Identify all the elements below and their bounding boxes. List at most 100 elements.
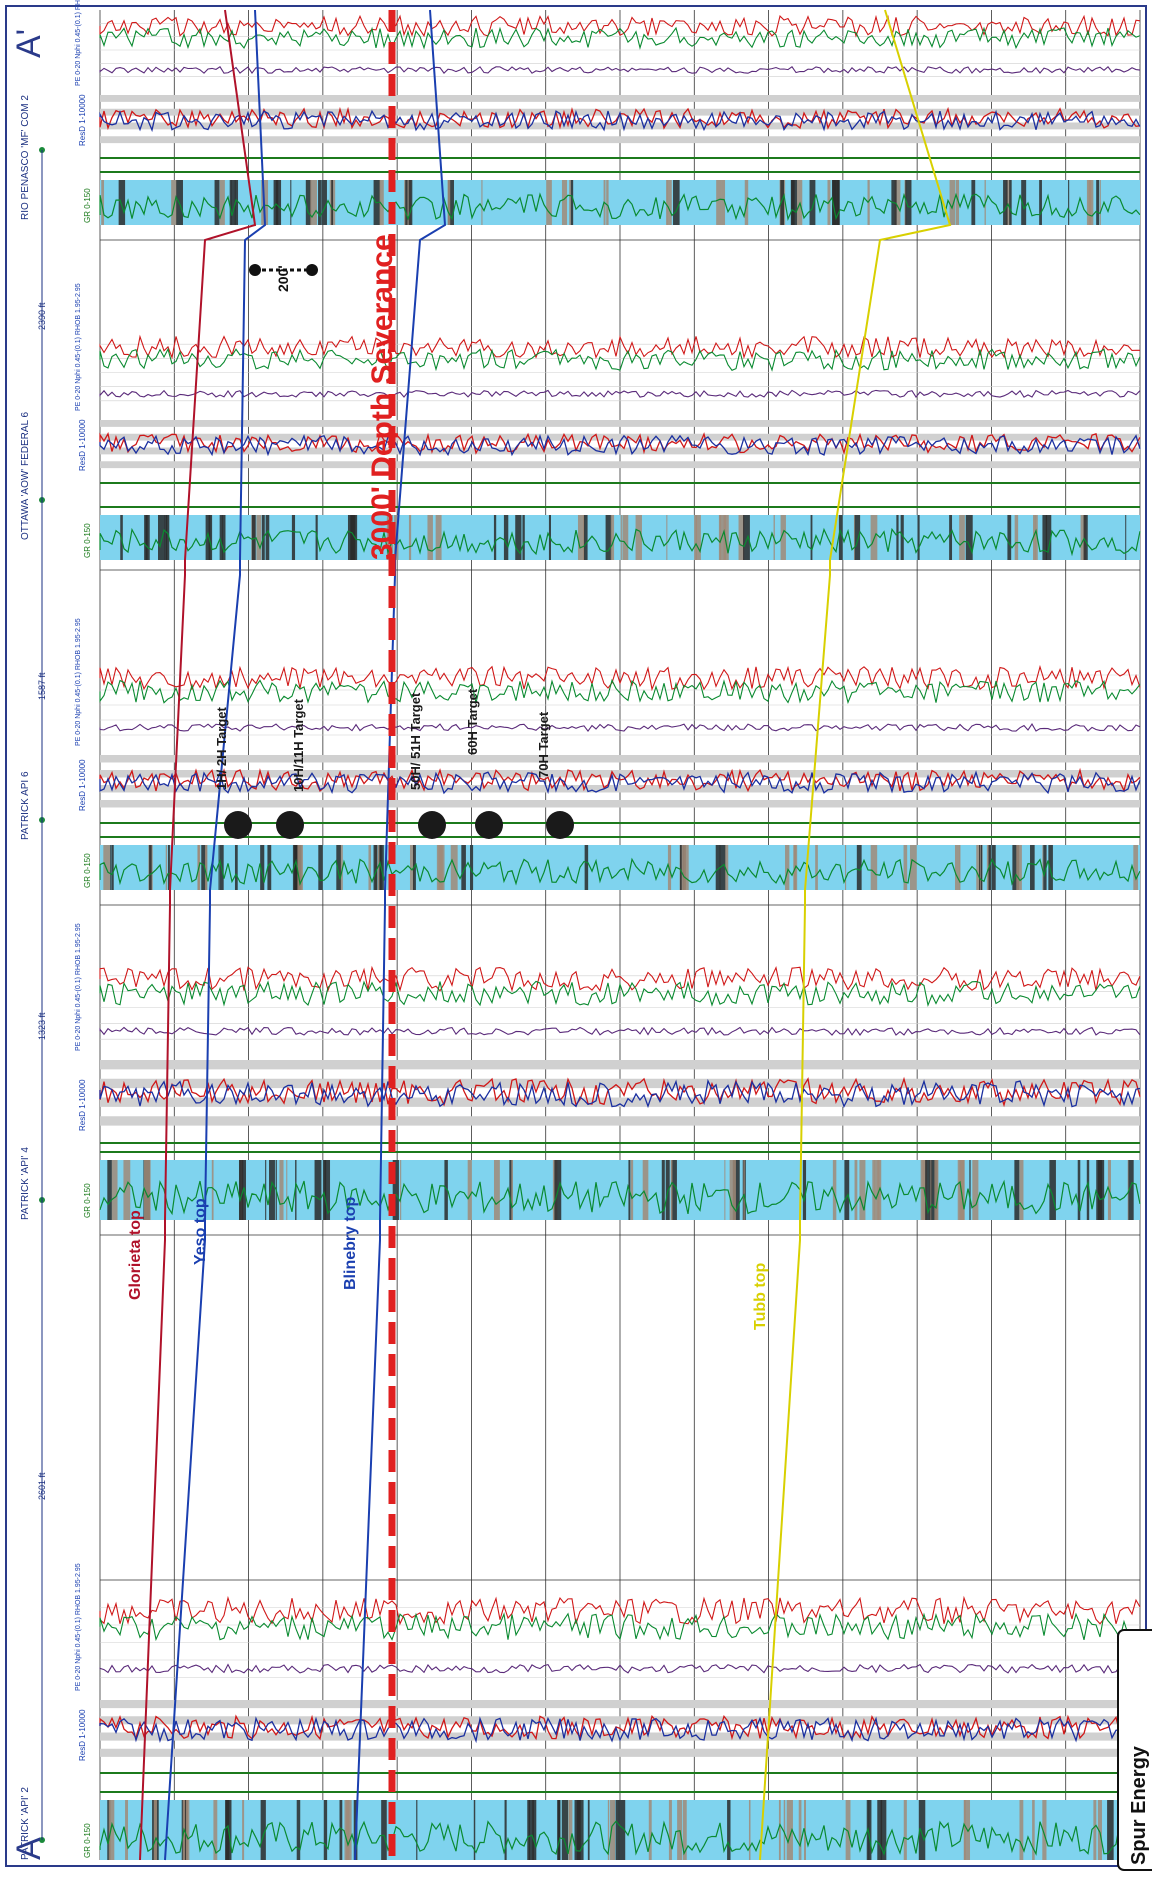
- gr-shale-stripe: [896, 515, 899, 560]
- gr-shale-stripe: [103, 845, 111, 890]
- gr-shale-stripe: [379, 180, 384, 225]
- gr-shale-stripe: [1088, 180, 1094, 225]
- well-name: OTTAWA 'AOW' FEDERAL 6: [20, 411, 31, 540]
- gr-shale-stripe: [346, 1800, 352, 1860]
- gr-shale-stripe: [570, 180, 574, 225]
- gr-shale-stripe: [622, 515, 629, 560]
- formation-top-label: Tubb top: [752, 1263, 769, 1330]
- gr-shale-stripe: [557, 1800, 560, 1860]
- res-grid-band: [100, 461, 1140, 469]
- neutron-track-label: PE 0-20 Nphi 0.45-(0.1) RHOB 1.95-2.95: [75, 0, 82, 86]
- gr-shale-stripe: [856, 845, 862, 890]
- gr-shale-stripe: [321, 180, 327, 225]
- gr-shale-stripe: [610, 515, 615, 560]
- gr-shale-stripe: [218, 845, 220, 890]
- gr-shale-stripe: [874, 1160, 880, 1220]
- gr-shale-stripe: [256, 515, 262, 560]
- gr-shale-stripe: [844, 1160, 850, 1220]
- section-end-label: A': [10, 29, 48, 58]
- res-grid-band: [100, 785, 1140, 793]
- gr-shale-stripe: [868, 1800, 872, 1860]
- porosity-curve: [99, 389, 1141, 398]
- target-label: 50H/ 51H Target: [408, 692, 423, 790]
- gr-track-fill: [100, 845, 1140, 890]
- gr-shale-stripe: [231, 180, 236, 225]
- gr-shale-stripe: [1068, 180, 1070, 225]
- res-grid-band: [100, 1097, 1140, 1107]
- porosity-curve: [99, 26, 1141, 50]
- gr-shale-stripe: [532, 1800, 537, 1860]
- gr-shale-stripe: [528, 1800, 534, 1860]
- gr-shale-stripe: [859, 1160, 866, 1220]
- res-curve: [99, 1078, 1141, 1109]
- gr-shale-stripe: [219, 180, 225, 225]
- gr-shale-stripe: [205, 515, 211, 560]
- gr-shale-stripe: [164, 515, 168, 560]
- gr-shale-stripe: [743, 515, 750, 560]
- gr-shale-stripe: [145, 515, 148, 560]
- gr-shale-stripe: [568, 1800, 573, 1860]
- gr-shale-stripe: [229, 180, 232, 225]
- gr-shale-stripe: [732, 1160, 740, 1220]
- gr-shale-stripe: [918, 1800, 926, 1860]
- gr-shale-stripe: [694, 515, 698, 560]
- gr-shale-stripe: [412, 845, 416, 890]
- gr-shale-stripe: [1128, 1160, 1134, 1220]
- gr-shale-stripe: [838, 515, 843, 560]
- gr-shale-stripe: [213, 1800, 218, 1860]
- gr-shale-stripe: [186, 1800, 188, 1860]
- gr-shale-stripe: [269, 1160, 275, 1220]
- gr-shale-stripe: [666, 515, 668, 560]
- gr-shale-stripe: [515, 515, 522, 560]
- gr-shale-stripe: [666, 180, 672, 225]
- res-grid-band: [100, 136, 1140, 144]
- gr-shale-stripe: [648, 1800, 652, 1860]
- gr-shale-stripe: [802, 1160, 807, 1220]
- well-spacing-label: 1587 ft: [37, 672, 47, 700]
- target-marker: [546, 811, 574, 839]
- gr-track-label: GR 0-150: [83, 853, 92, 888]
- gr-shale-stripe: [845, 1800, 851, 1860]
- gr-shale-stripe: [1003, 180, 1008, 225]
- gr-shale-stripe: [854, 515, 861, 560]
- formation-top-label: Blinebry top: [342, 1196, 359, 1290]
- gr-shale-stripe: [351, 515, 353, 560]
- gr-shale-stripe: [1083, 515, 1088, 560]
- gr-shale-stripe: [219, 515, 223, 560]
- gr-shale-stripe: [783, 1800, 786, 1860]
- gr-shale-stripe: [1097, 1800, 1102, 1860]
- gr-shale-stripe: [679, 845, 682, 890]
- gr-track-fill: [100, 180, 1140, 225]
- severance-label: 3000' Depth Severance: [366, 234, 399, 560]
- porosity-curve: [99, 723, 1141, 732]
- gr-shale-stripe: [925, 1160, 931, 1220]
- res-grid-band: [100, 1748, 1140, 1757]
- formation-top-line: [759, 9, 952, 1861]
- gr-track-label: GR 0-150: [83, 1183, 92, 1218]
- gr-shale-stripe: [1133, 845, 1138, 890]
- gr-shale-stripe: [587, 1800, 590, 1860]
- gr-shale-stripe: [294, 845, 297, 890]
- gr-shale-stripe: [1096, 180, 1100, 225]
- gr-shale-stripe: [853, 515, 856, 560]
- target-label: 1H/ 2H Target: [214, 706, 229, 790]
- gr-curve: [99, 192, 1141, 222]
- gr-shale-stripe: [1021, 180, 1027, 225]
- gr-shale-stripe: [1014, 1160, 1020, 1220]
- gr-shale-stripe: [153, 1800, 158, 1860]
- gr-shale-stripe: [509, 1160, 513, 1220]
- gr-shale-stripe: [450, 845, 458, 890]
- gr-shale-stripe: [969, 1160, 971, 1220]
- log-tracks: [99, 10, 1141, 1860]
- res-curve: [99, 1076, 1141, 1108]
- section-start-label: A: [10, 1837, 48, 1860]
- res-grid-band: [100, 420, 1140, 427]
- gr-shale-stripe: [980, 845, 983, 890]
- gr-shale-stripe: [279, 1160, 284, 1220]
- gr-shale-stripe: [791, 180, 798, 225]
- gr-shale-stripe: [1032, 515, 1036, 560]
- neutron-track-label: PE 0-20 Nphi 0.45-(0.1) RHOB 1.95-2.95: [75, 923, 82, 1051]
- gr-shale-stripe: [815, 845, 818, 890]
- gr-track-label: GR 0-150: [83, 523, 92, 558]
- gr-shale-stripe: [318, 180, 321, 225]
